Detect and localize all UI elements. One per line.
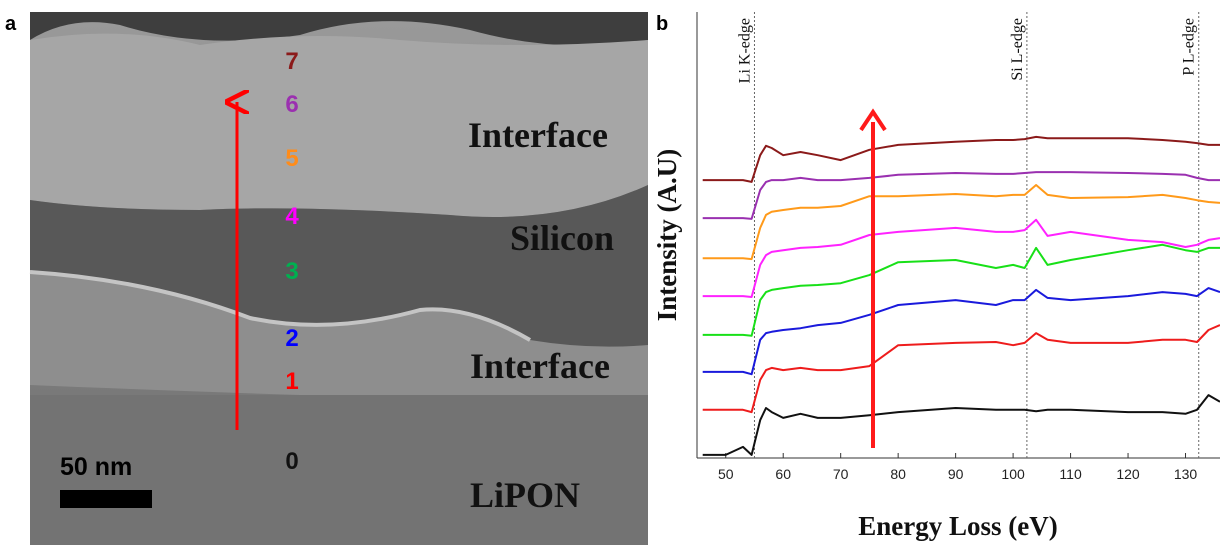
x-tick-label: 60 — [775, 466, 791, 482]
lipon — [30, 395, 648, 545]
edge-label: Li K-edge — [736, 18, 753, 83]
interface-bottom — [30, 272, 648, 395]
x-tick-label: 90 — [948, 466, 964, 482]
layer-label: 0 — [285, 448, 298, 475]
region-label: Interface — [470, 346, 610, 386]
x-tick-label: 80 — [890, 466, 906, 482]
x-tick-label: 130 — [1174, 466, 1198, 482]
x-tick-label: 50 — [718, 466, 734, 482]
spectrum-line — [702, 184, 1220, 261]
micrograph: 50 nm Interface Silicon Interface LiPON — [29, 12, 648, 545]
spectrum-line — [702, 171, 1220, 220]
x-tick-label: 120 — [1116, 466, 1140, 482]
y-axis-label: Intensity (A.U) — [652, 149, 682, 322]
spectrum-line — [702, 243, 1220, 337]
scale-label: 50 nm — [60, 453, 132, 481]
spectrum-line — [702, 287, 1220, 376]
scale-bar — [60, 490, 152, 508]
layer-label: 4 — [285, 203, 299, 230]
layer-label: 5 — [285, 145, 298, 172]
panel-letter: b — [656, 13, 668, 35]
spectrum-line — [702, 135, 1220, 183]
x-tick-label: 70 — [833, 466, 849, 482]
layer-label: 6 — [285, 91, 298, 118]
x-tick-label: 110 — [1059, 466, 1082, 482]
region-label: Silicon — [510, 218, 614, 258]
layer-label: 3 — [285, 258, 298, 285]
arrow-head — [859, 108, 887, 132]
edge-label: P L-edge — [1181, 18, 1198, 76]
layer-label: 2 — [285, 325, 298, 352]
spectrum-line — [702, 394, 1220, 456]
region-label: Interface — [468, 115, 608, 155]
panel-letter: a — [5, 13, 17, 35]
x-axis-label: Energy Loss (eV) — [858, 511, 1057, 541]
spectrum-line — [702, 324, 1220, 414]
spectrum-line — [702, 218, 1220, 298]
interface-top — [30, 33, 648, 217]
edge-label: Si L-edge — [1009, 18, 1026, 81]
top-dark — [30, 12, 648, 46]
interface-edge — [29, 270, 532, 342]
layer-label: 7 — [285, 48, 298, 75]
region-label: LiPON — [470, 475, 580, 515]
x-tick-label: 100 — [1001, 466, 1025, 482]
layer-label: 1 — [285, 368, 298, 395]
